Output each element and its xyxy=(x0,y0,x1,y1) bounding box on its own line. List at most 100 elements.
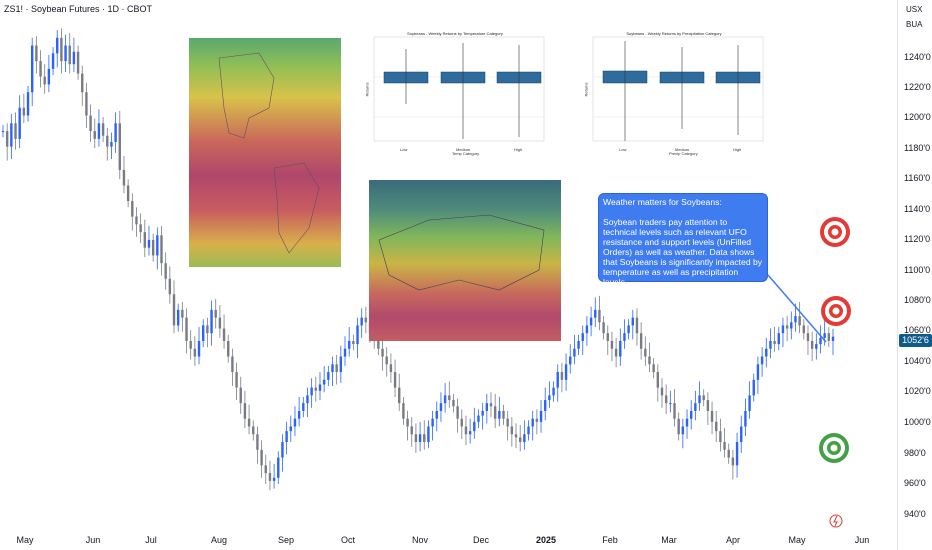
candle-body xyxy=(518,437,522,443)
candle-body xyxy=(614,348,618,357)
candle-body xyxy=(293,418,297,427)
unit-label[interactable]: BUA xyxy=(906,20,923,29)
candle-body xyxy=(569,356,572,365)
candle-body xyxy=(485,403,489,411)
candle-body xyxy=(427,426,430,443)
candle-body xyxy=(727,449,730,458)
candle-body xyxy=(556,372,559,388)
price-axis-label: 1180'0 xyxy=(904,143,931,153)
time-axis-label: Nov xyxy=(411,535,429,545)
candle-body xyxy=(498,410,501,419)
lightning-icon[interactable] xyxy=(829,514,843,528)
candle-body xyxy=(627,325,630,334)
americas-landmass xyxy=(218,52,320,254)
candle-body xyxy=(756,364,760,380)
candle-body xyxy=(581,333,584,341)
candle-body xyxy=(347,340,351,349)
candle-body xyxy=(185,317,188,341)
candle-body xyxy=(235,372,238,388)
callout-title: Weather matters for Soybeans: xyxy=(603,197,722,207)
candle-body xyxy=(118,123,121,170)
candle-body xyxy=(60,37,63,62)
candle-body xyxy=(452,400,455,407)
candle-body xyxy=(798,316,801,326)
candle-body xyxy=(14,123,17,139)
candle-body xyxy=(252,426,255,435)
candle-body xyxy=(589,317,593,326)
candle-body xyxy=(448,395,451,401)
candle-body xyxy=(256,434,259,450)
candle-body xyxy=(352,340,355,345)
precip-category-low: Low xyxy=(619,147,627,152)
candle-body xyxy=(318,384,322,391)
candle-body xyxy=(544,400,547,411)
candle-body xyxy=(139,224,142,233)
candle-body xyxy=(210,309,213,334)
candle-body xyxy=(460,418,463,427)
candle-body xyxy=(72,51,76,65)
time-axis-label: May xyxy=(16,535,34,545)
candle-body xyxy=(43,76,46,85)
candle-body xyxy=(619,340,622,357)
current-price-tag: 1052'6 xyxy=(899,334,932,347)
candle-body xyxy=(802,325,806,334)
candle-body xyxy=(827,333,831,341)
candle-body xyxy=(414,434,418,443)
candle-body xyxy=(231,356,234,373)
candle-body xyxy=(560,372,564,380)
candle-body xyxy=(823,333,826,338)
candle-body xyxy=(97,123,101,139)
candle-body xyxy=(752,379,755,396)
candle-body xyxy=(481,410,484,416)
price-axis[interactable]: USX BUA 1240'0 1220'0 1200'0 1180'0 1160'0 11… xyxy=(897,0,932,550)
candle-body xyxy=(172,294,176,326)
candle-body xyxy=(815,344,818,349)
candle-body xyxy=(406,418,409,427)
americas-weather-map xyxy=(189,38,341,267)
candle-body xyxy=(164,263,167,279)
temp-category-high: High xyxy=(514,147,523,152)
candle-body xyxy=(677,418,680,435)
candle-body xyxy=(664,395,668,404)
weather-callout: Weather matters for Soybeans: Soybean tr… xyxy=(598,193,768,287)
candle-body xyxy=(552,387,555,396)
candle-body xyxy=(468,431,472,435)
price-axis-label: 1220'0 xyxy=(904,82,931,92)
temp-category-low: Low xyxy=(400,147,408,152)
candle-body xyxy=(527,426,530,435)
candle-body xyxy=(64,45,67,62)
candle-body xyxy=(644,348,647,357)
candle-body xyxy=(214,309,217,318)
candle-body xyxy=(297,410,301,419)
candle-body xyxy=(243,403,247,419)
candle-body xyxy=(398,387,401,404)
candle-body xyxy=(723,442,726,450)
candle-body xyxy=(510,426,514,435)
time-axis-label: May xyxy=(788,535,806,545)
candle-body xyxy=(631,317,634,326)
time-axis-label: Dec xyxy=(472,535,490,545)
candle-body xyxy=(639,333,643,349)
currency-label[interactable]: USX xyxy=(906,5,923,14)
candle-body xyxy=(410,426,413,435)
price-axis-label: 1160'0 xyxy=(904,173,931,183)
candle-body xyxy=(748,395,751,411)
precip-category-medium: Medium xyxy=(675,147,690,152)
candle-body xyxy=(327,372,330,380)
temp-category-medium: Medium xyxy=(456,147,471,152)
candle-body xyxy=(289,426,292,432)
time-axis-label: Oct xyxy=(340,535,356,545)
price-axis-label: 1120'0 xyxy=(904,234,931,244)
candle-body xyxy=(735,442,739,466)
price-axis-label: 1240'0 xyxy=(904,52,931,62)
time-axis-label: 2025 xyxy=(535,535,557,545)
time-axis-label: Jun xyxy=(854,535,870,545)
candle-body xyxy=(389,364,393,373)
candle-body xyxy=(806,333,810,341)
candle-body xyxy=(602,322,605,334)
candle-body xyxy=(176,309,180,326)
candle-body xyxy=(635,317,639,334)
candle-body xyxy=(393,372,397,388)
candle-body xyxy=(68,45,71,65)
candle-body xyxy=(423,434,426,443)
